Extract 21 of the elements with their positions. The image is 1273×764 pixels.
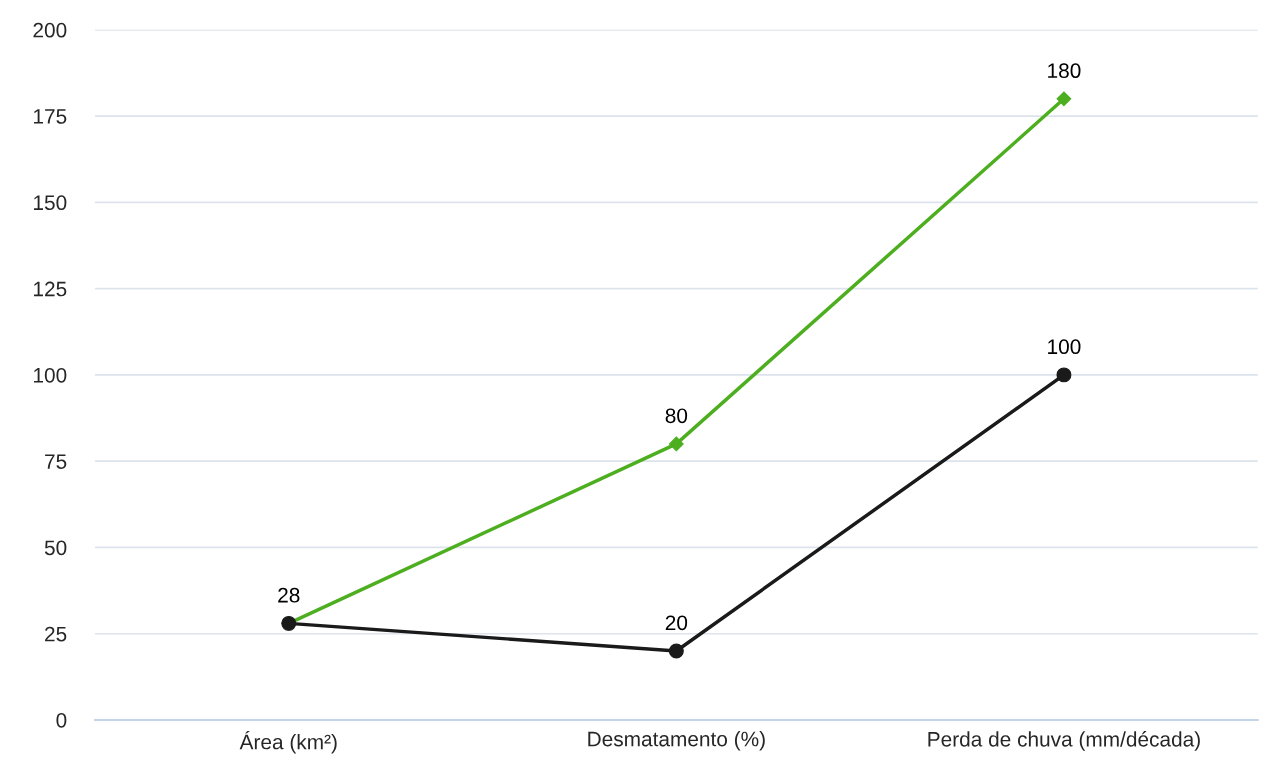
data-label: 180 bbox=[1048, 63, 1081, 79]
y-tick-label: 0 bbox=[56, 712, 67, 728]
point bbox=[1056, 367, 1072, 383]
y-tick-label: 125 bbox=[34, 281, 67, 297]
point bbox=[668, 643, 684, 659]
x-tick-label: Área (km²) bbox=[239, 731, 337, 754]
point bbox=[668, 436, 684, 452]
data-label: 20 bbox=[665, 615, 688, 631]
y-tick-label: 75 bbox=[45, 454, 67, 469]
y-tick-label: 25 bbox=[45, 626, 67, 642]
x-tick-label: Desmatamento (%) bbox=[588, 731, 765, 751]
data-label: 80 bbox=[665, 408, 688, 424]
y-tick-label: 175 bbox=[34, 109, 67, 124]
point bbox=[1056, 91, 1072, 107]
y-tick-label: 150 bbox=[34, 195, 67, 211]
x-tick-label: Perda de chuva (mm/década) bbox=[928, 731, 1200, 751]
y-tick-label: 100 bbox=[34, 367, 67, 383]
data-label: 100 bbox=[1048, 339, 1081, 355]
y-tick-label: 50 bbox=[44, 540, 67, 556]
y-tick-label: 200 bbox=[33, 22, 67, 38]
data-label: 28 bbox=[278, 587, 300, 603]
